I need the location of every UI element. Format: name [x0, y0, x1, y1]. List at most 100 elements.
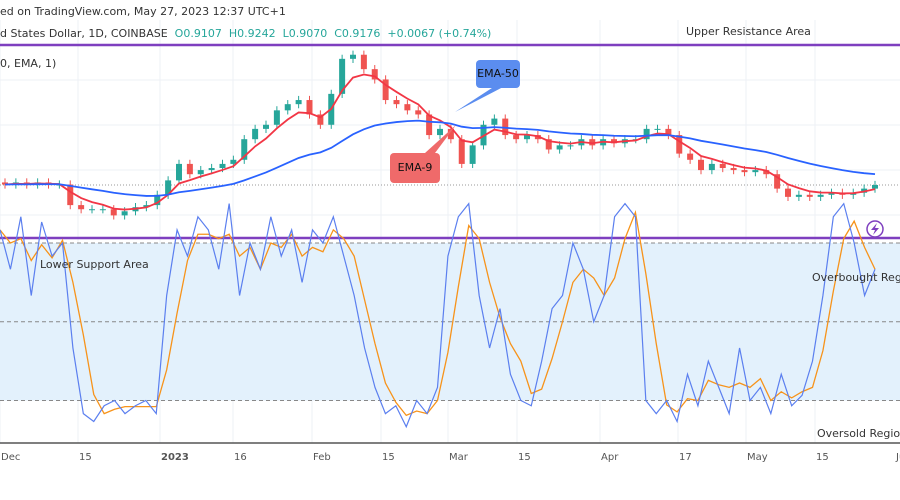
candle [110, 209, 117, 216]
x-tick-label: 15 [79, 452, 92, 463]
candle [774, 174, 781, 189]
candle [708, 163, 715, 171]
stoch-d-line [0, 209, 876, 417]
candle [665, 128, 672, 136]
x-tick-label: Ju [896, 452, 900, 463]
candle [556, 145, 563, 150]
candle [513, 135, 520, 140]
candle [273, 110, 280, 125]
ema9-callout: EMA-9 [390, 153, 440, 183]
candle [567, 145, 574, 147]
candle [545, 139, 552, 150]
candle [806, 194, 813, 197]
candle [491, 118, 498, 125]
candle [654, 128, 661, 130]
x-tick-label: 17 [679, 452, 692, 463]
x-tick-label: Feb [313, 452, 331, 463]
high-value: H0.9242 [228, 27, 276, 40]
x-tick-label: Apr [601, 452, 619, 463]
candle [393, 100, 400, 105]
candle [306, 100, 313, 115]
candle [99, 209, 106, 211]
ema9-line [4, 73, 876, 211]
candle [415, 110, 422, 115]
x-tick-label: 15 [518, 452, 531, 463]
candle [350, 54, 356, 59]
candle [360, 54, 367, 70]
candle [241, 139, 248, 160]
symbol-label: d States Dollar, 1D, COINBASE [0, 27, 168, 40]
published-text: ed on TradingView.com, May 27, 2023 12:3… [0, 5, 286, 18]
candle [687, 153, 694, 160]
candle [817, 194, 824, 197]
x-tick-label: Dec [1, 452, 21, 463]
x-tick-label: 15 [816, 452, 829, 463]
x-tick-label: 15 [382, 452, 395, 463]
candle [589, 139, 596, 146]
candle [502, 118, 509, 136]
candle [404, 104, 411, 111]
candle [785, 188, 791, 197]
candle [611, 139, 617, 144]
candle [2, 182, 8, 185]
lower-support-label: Lower Support Area [40, 258, 149, 271]
close-value: C0.9176 [334, 27, 381, 40]
candle [121, 211, 128, 216]
upper-resistance-label: Upper Resistance Area [686, 25, 811, 38]
candle [208, 168, 215, 171]
stoch-k-line [0, 202, 876, 429]
candle [719, 163, 726, 169]
candle [437, 128, 443, 136]
symbol-legend: d States Dollar, 1D, COINBASE O0.9107 H0… [0, 27, 491, 40]
ema50-line [4, 119, 876, 197]
oversold-label: Oversold Region [817, 427, 900, 440]
candle [219, 163, 226, 169]
x-tick-label: May [747, 452, 768, 463]
candle [643, 128, 650, 140]
candle [872, 185, 878, 189]
candle [78, 205, 85, 210]
candle [89, 209, 95, 211]
candle [186, 163, 193, 175]
candle [426, 114, 433, 136]
candle [763, 170, 770, 175]
open-value: O0.9107 [174, 27, 222, 40]
candle [524, 135, 530, 140]
candle [284, 104, 291, 111]
overbought-label: Overbought Regi [812, 271, 900, 284]
lightning-icon [866, 220, 884, 238]
ema50-callout-pointer [455, 86, 505, 112]
change-value: +0.0067 (+0.74%) [387, 27, 492, 40]
candle [447, 128, 454, 140]
candle [469, 145, 476, 164]
candle [828, 192, 835, 195]
candle [339, 58, 346, 94]
candle [676, 135, 683, 154]
candle [67, 184, 74, 206]
candle [154, 194, 161, 206]
candle [263, 124, 269, 129]
candle [752, 170, 759, 173]
ema9-callout-pointer [425, 125, 456, 153]
x-tick-label: 16 [234, 452, 247, 463]
candle [143, 205, 150, 208]
candle [165, 180, 172, 195]
candle [371, 69, 378, 80]
candle [252, 128, 259, 140]
candle [295, 100, 302, 105]
x-tick-label: Mar [449, 452, 468, 463]
candle [382, 79, 389, 101]
indicator-legend: 0, EMA, 1) [0, 57, 57, 70]
candle [730, 168, 737, 171]
candle [317, 114, 324, 125]
candle [197, 170, 204, 175]
candle [230, 159, 237, 164]
ema50-callout: EMA-50 [476, 60, 520, 88]
lightning-icon-glyph [871, 223, 879, 235]
candle [741, 170, 748, 173]
candle [176, 163, 182, 181]
x-tick-label: 2023 [161, 452, 189, 463]
candle [458, 139, 465, 164]
